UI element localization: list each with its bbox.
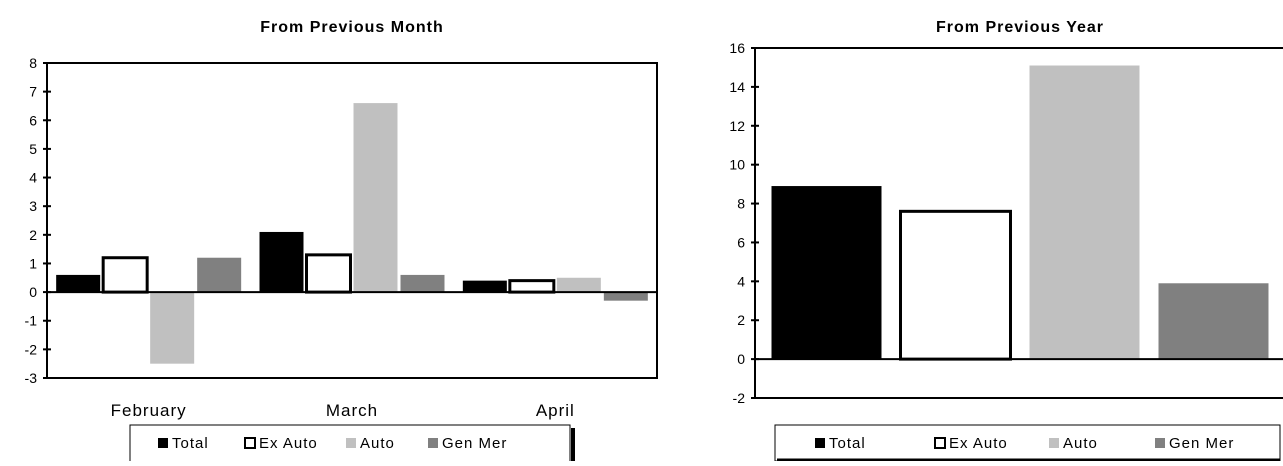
bar-auto [150, 292, 195, 364]
legend-swatch [244, 437, 256, 449]
legend-label: Total [172, 435, 209, 452]
bar-total [259, 231, 304, 293]
y-tick-label: 6 [29, 112, 37, 128]
category-label: April [536, 401, 575, 420]
y-tick-label: 2 [29, 227, 37, 243]
category-label: March [326, 401, 378, 420]
y-tick-label: 7 [29, 84, 37, 100]
legend-swatch [1049, 438, 1059, 448]
legend-label: Gen Mer [1169, 435, 1234, 452]
y-tick-label: -1 [25, 313, 38, 329]
plot-frame [754, 47, 1283, 399]
legend-label: Auto [1063, 435, 1098, 452]
legend-label: Total [829, 435, 866, 452]
legend-label: Auto [360, 435, 395, 452]
legend: Total Ex Auto Auto Gen Mer [774, 424, 1281, 462]
chart-title: From Previous Month [260, 19, 443, 36]
bar-total [462, 280, 507, 293]
y-tick-label: 5 [29, 141, 37, 157]
y-tick-label: -2 [733, 390, 746, 406]
y-tick-label: 0 [737, 351, 745, 367]
legend-box [129, 424, 571, 461]
y-tick-label: 16 [729, 40, 745, 56]
bar-ex-auto [101, 256, 149, 294]
bar-total [771, 186, 882, 360]
bar-total [56, 274, 101, 293]
bar-ex-auto [305, 253, 352, 294]
y-tick-label: 12 [729, 118, 745, 134]
y-tick-label: 1 [29, 255, 37, 271]
y-tick-label: 8 [29, 55, 37, 71]
legend-swatch [158, 438, 168, 448]
y-tick-label: 8 [737, 196, 745, 212]
legend-swatch [934, 437, 946, 449]
y-tick-label: 2 [737, 312, 745, 328]
bar-ex-auto [899, 209, 1012, 361]
bar-gen-mer [1158, 283, 1269, 360]
bar-auto [1029, 65, 1140, 360]
chart-2: From Previous Year 16 14 12 10 8 6 4 2 0 -2 Total Ex… [729, 19, 1283, 462]
y-tick-label: 14 [729, 79, 745, 95]
bar-auto [353, 103, 398, 293]
plot-frame [46, 62, 658, 379]
legend-label: Gen Mer [442, 435, 507, 452]
legend-swatch [428, 438, 438, 448]
legend: Total Ex Auto Auto Gen Mer [129, 424, 575, 461]
y-tick-label: 0 [29, 284, 37, 300]
y-tick-label: -3 [25, 370, 38, 386]
chart-title: From Previous Year [936, 19, 1104, 36]
legend-swatch [815, 438, 825, 448]
category-label: February [111, 401, 187, 420]
y-tick-label: 6 [737, 234, 745, 250]
legend-box [774, 424, 1281, 462]
legend-label: Ex Auto [259, 435, 318, 452]
legend-swatch [346, 438, 356, 448]
bar-auto [556, 277, 601, 293]
y-tick-label: 10 [729, 157, 745, 173]
legend-swatch [1155, 438, 1165, 448]
bar-ex-auto [508, 279, 556, 294]
bar-gen-mer [400, 274, 445, 293]
y-tick-label: 3 [29, 198, 37, 214]
bar-gen-mer [197, 257, 242, 293]
legend-label: Ex Auto [949, 435, 1008, 452]
y-tick-label: 4 [737, 273, 745, 289]
bar-gen-mer [603, 292, 648, 301]
y-tick-label: 4 [29, 170, 37, 186]
y-tick-label: -2 [25, 341, 38, 357]
chart-1: From Previous Month 8 7 6 5 4 3 2 1 0 -1 -2 -3 Februa… [25, 19, 658, 461]
